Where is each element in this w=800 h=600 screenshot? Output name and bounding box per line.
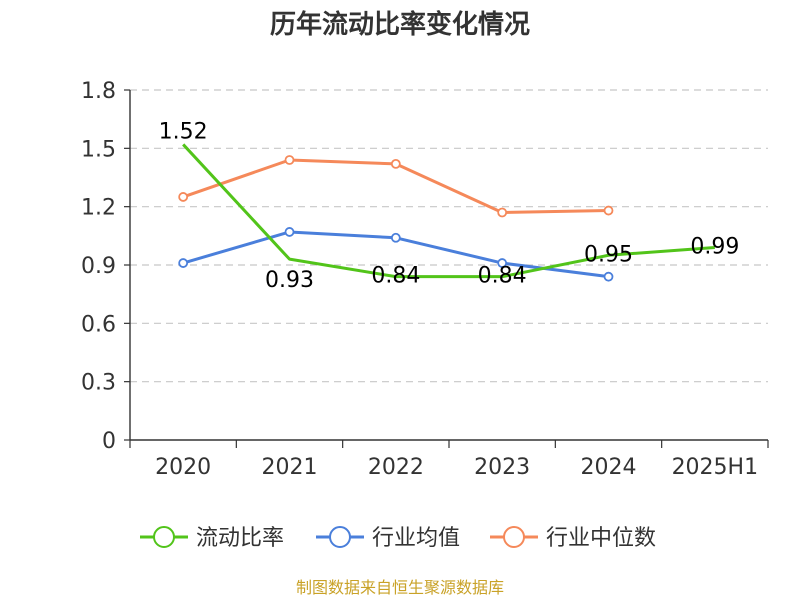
y-tick-label: 0.6 (81, 312, 116, 337)
data-label: 0.84 (371, 264, 420, 289)
axes: 0 0.3 0.6 0.9 1.2 1.5 1.8 2020 2021 2022 2023 2024 2… (81, 79, 769, 480)
legend-item[interactable]: 行业均值 (316, 526, 460, 551)
source-note: 制图数据来自恒生聚源数据库 (296, 578, 504, 597)
data-point (178, 192, 189, 202)
y-tick-label: 1.5 (81, 137, 116, 162)
legend-label: 行业均值 (372, 526, 460, 551)
legend-marker (503, 526, 525, 548)
y-tick-label: 0.3 (81, 371, 116, 396)
data-point (284, 227, 295, 237)
data-label: 1.52 (159, 119, 208, 144)
legend-marker (329, 526, 351, 548)
data-point (284, 155, 295, 165)
data-labels: 1.52 0.93 0.84 0.84 0.95 0.99 (159, 119, 740, 293)
data-point (603, 271, 614, 282)
y-tick-label: 1.8 (81, 79, 116, 104)
legend-marker (153, 526, 175, 548)
data-point (497, 207, 508, 218)
series-group (178, 143, 715, 282)
data-point (603, 205, 614, 216)
data-label: 0.84 (478, 264, 527, 289)
x-tick-label: 2021 (262, 455, 318, 480)
x-tick-label: 2023 (474, 455, 530, 480)
x-tick-label: 2022 (368, 455, 424, 480)
data-point (390, 158, 401, 169)
x-tick-label: 2025H1 (672, 455, 759, 480)
data-point (497, 258, 508, 268)
legend-label: 行业中位数 (546, 526, 656, 551)
y-tick-label: 0.9 (81, 254, 116, 279)
legend-item[interactable]: 行业中位数 (490, 526, 656, 551)
data-label: 0.95 (584, 242, 633, 267)
data-point (390, 232, 401, 243)
data-label: 0.99 (690, 235, 739, 260)
legend[interactable]: 流动比率 行业均值 行业中位数 (140, 526, 656, 551)
legend-label: 流动比率 (196, 526, 284, 551)
data-label: 0.93 (265, 268, 314, 293)
x-tick-label: 2024 (581, 455, 637, 480)
legend-item[interactable]: 流动比率 (140, 526, 284, 551)
chart-title: 历年流动比率变化情况 (270, 9, 530, 40)
grid (130, 89, 768, 383)
y-tick-label: 0 (102, 429, 116, 454)
x-tick-label: 2020 (155, 455, 211, 480)
series-line (182, 143, 715, 279)
data-point (178, 258, 189, 268)
y-tick-label: 1.2 (81, 196, 116, 221)
